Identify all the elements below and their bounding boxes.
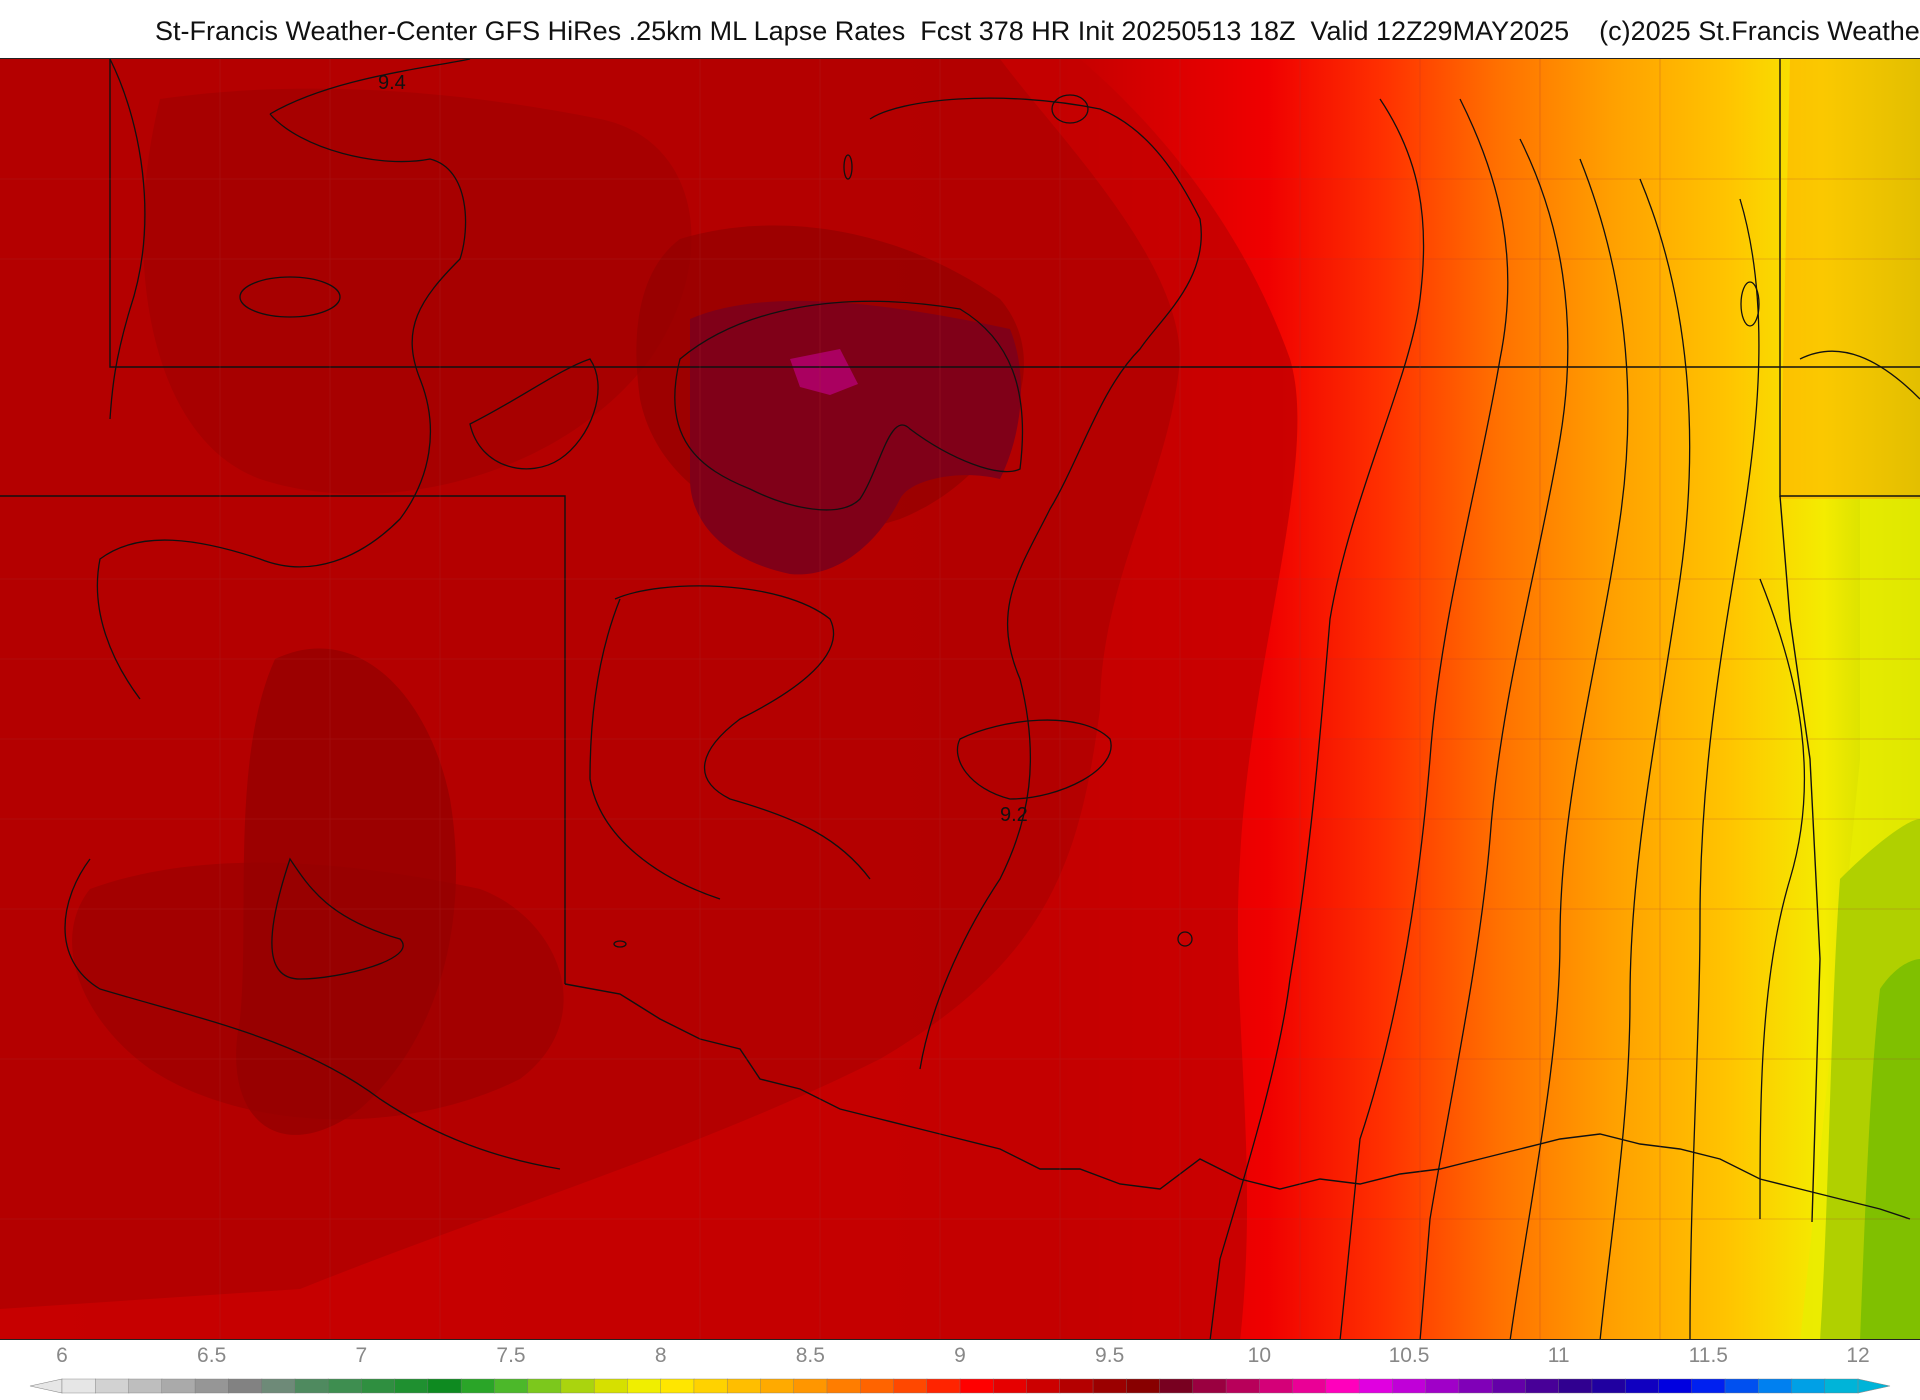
colorbar-swatch (1724, 1378, 1759, 1394)
colorbar-swatch (1558, 1378, 1593, 1394)
colorbar-tick-label: 7.5 (496, 1344, 526, 1367)
colorbar-swatch (161, 1378, 196, 1394)
colorbar-swatch (1026, 1378, 1061, 1394)
colorbar-min-arrow (29, 1378, 63, 1394)
colorbar-swatch (860, 1378, 895, 1394)
colorbar-swatch (95, 1378, 130, 1394)
colorbar-tick-label: 9 (954, 1344, 966, 1367)
colorbar-swatch (1791, 1378, 1826, 1394)
lapse-rate-map: 9.4 9.2 (0, 58, 1920, 1340)
colorbar-swatch (194, 1378, 229, 1394)
colorbar-legend: 6 6.5 7 7.5 8 8.5 9 9.5 10 10.5 11 11.5 12 (0, 1340, 1920, 1400)
colorbar-swatch (560, 1378, 595, 1394)
colorbar-swatch (926, 1378, 961, 1394)
colorbar-swatch (1225, 1378, 1261, 1394)
contour-lines (64, 59, 1920, 1339)
colorbar-swatch (793, 1378, 828, 1394)
colorbar-tick-label: 6 (56, 1344, 68, 1367)
colorbar-swatch (228, 1378, 263, 1394)
colorbar-swatch (527, 1378, 562, 1394)
colorbar-swatch (1591, 1378, 1626, 1394)
map-title: St-Francis Weather-Center GFS HiRes .25k… (155, 16, 1920, 46)
colorbar-swatch (726, 1378, 762, 1394)
colorbar-swatch (1624, 1378, 1660, 1394)
colorbar-swatch (1126, 1378, 1161, 1394)
colorbar-swatches (29, 1378, 1891, 1394)
colorbar-tick-label: 12 (1846, 1344, 1870, 1367)
colorbar-swatch (128, 1378, 163, 1394)
colorbar-swatch (1292, 1378, 1327, 1394)
colorbar-swatch (1358, 1378, 1394, 1394)
colorbar-swatch (1691, 1378, 1726, 1394)
colorbar-swatch (826, 1378, 861, 1394)
colorbar-tick-label: 6.5 (197, 1344, 227, 1367)
colorbar-swatch (1425, 1378, 1460, 1394)
colorbar-swatch (1658, 1378, 1693, 1394)
colorbar-tick-label: 8.5 (795, 1344, 825, 1367)
colorbar-swatch (1192, 1378, 1227, 1394)
colorbar-swatch (993, 1378, 1028, 1394)
contour-labels: 9.4 9.2 (378, 72, 1028, 826)
colorbar-tick-label: 11 (1547, 1344, 1570, 1367)
colorbar-swatch (1525, 1378, 1560, 1394)
colorbar-tick-label: 11.5 (1688, 1344, 1728, 1367)
colorbar-swatch (1392, 1378, 1427, 1394)
shaded-field (0, 59, 1920, 1339)
colorbar-swatch (494, 1378, 529, 1394)
colorbar-max-arrow (1857, 1378, 1891, 1394)
colorbar-swatch (593, 1378, 629, 1394)
colorbar-swatch (427, 1378, 462, 1394)
contour-label-9-4: 9.4 (378, 72, 406, 94)
colorbar-swatch (627, 1378, 662, 1394)
colorbar-swatch (460, 1378, 496, 1394)
colorbar-swatch (1092, 1378, 1127, 1394)
colorbar-swatch (327, 1378, 363, 1394)
colorbar-swatch (1159, 1378, 1194, 1394)
colorbar-swatch (361, 1378, 396, 1394)
colorbar-swatch (294, 1378, 329, 1394)
colorbar-tick-label: 9.5 (1095, 1344, 1125, 1367)
colorbar-swatch (394, 1378, 429, 1394)
colorbar-tick-label: 7 (355, 1344, 368, 1367)
colorbar-swatch (261, 1378, 296, 1394)
title-bar: St-Francis Weather-Center GFS HiRes .25k… (0, 0, 1920, 58)
colorbar-swatch (1824, 1378, 1859, 1394)
colorbar-tick-label: 10.5 (1388, 1344, 1430, 1367)
colorbar-swatch (760, 1378, 795, 1394)
colorbar-swatch (1758, 1378, 1793, 1394)
colorbar-swatch (1059, 1378, 1094, 1394)
colorbar-swatch (1491, 1378, 1527, 1394)
colorbar-swatch (1458, 1378, 1493, 1394)
colorbar-tick-label: 8 (654, 1344, 667, 1367)
colorbar-swatch (660, 1378, 695, 1394)
colorbar-swatch (1259, 1378, 1294, 1394)
colorbar-swatch (693, 1378, 728, 1394)
colorbar-swatch (893, 1378, 928, 1394)
colorbar-tick-label: 10 (1247, 1344, 1272, 1367)
colorbar-swatch (1325, 1378, 1360, 1394)
colorbar-swatch (61, 1378, 96, 1394)
colorbar-swatch (959, 1378, 994, 1394)
contour-label-9-2: 9.2 (1000, 804, 1028, 826)
